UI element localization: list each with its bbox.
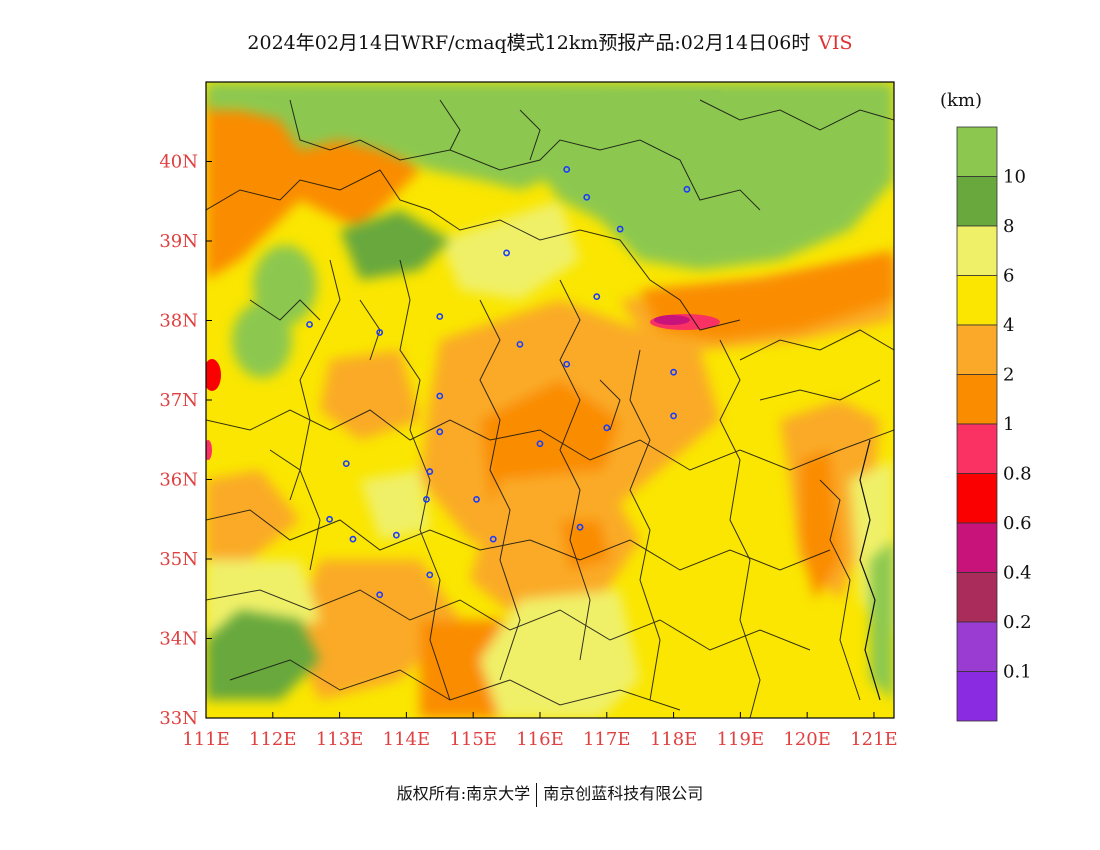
latitude-axis: 33N 34N 35N 36N 37N 38N 39N 40N	[159, 152, 212, 729]
colorbar-label: 6	[1003, 266, 1014, 287]
x-tick-label: 117E	[583, 729, 631, 750]
city-marker	[436, 392, 444, 400]
footer-divider	[536, 782, 538, 807]
colorbar-swatch	[956, 275, 998, 326]
city-marker	[326, 515, 333, 523]
colorbar-label: 0.8	[1003, 464, 1032, 485]
colorbar: 10 8 6 4 2 1 0.8 0.6 0.4 0.2 0.1	[956, 126, 1032, 722]
city-marker	[576, 523, 584, 531]
city-marker	[376, 329, 384, 336]
city-marker	[583, 193, 591, 201]
y-tick-label: 40N	[159, 152, 198, 173]
colorbar-swatch	[956, 423, 998, 474]
city-marker	[306, 321, 313, 328]
colorbar-swatch	[956, 225, 998, 276]
city-marker	[426, 468, 434, 475]
colorbar-swatch	[956, 126, 998, 177]
colorbar-swatch	[956, 176, 998, 227]
x-tick-label: 120E	[783, 729, 831, 750]
city-marker	[503, 249, 510, 257]
colorbar-swatch	[956, 671, 998, 722]
colorbar-swatch	[956, 374, 998, 425]
colorbar-label: 0.2	[1003, 612, 1032, 633]
x-tick-label: 111E	[182, 729, 230, 750]
colorbar-label: 0.1	[1003, 662, 1032, 683]
y-tick-label: 35N	[159, 549, 198, 570]
city-marker	[683, 185, 691, 193]
city-markers	[306, 166, 691, 599]
city-marker	[436, 428, 444, 436]
y-tick-label: 34N	[159, 629, 198, 650]
city-marker	[376, 591, 384, 599]
city-marker	[392, 531, 400, 539]
city-marker	[536, 440, 544, 448]
visibility-field	[206, 82, 894, 718]
colorbar-label: 2	[1003, 365, 1014, 386]
y-tick-label: 36N	[159, 470, 198, 491]
colorbar-unit: (km)	[940, 90, 983, 111]
city-marker	[436, 313, 444, 320]
x-tick-label: 119E	[717, 729, 765, 750]
colorbar-swatch	[956, 324, 998, 375]
colorbar-swatch	[956, 621, 998, 672]
y-tick-label: 38N	[159, 311, 198, 332]
city-marker	[423, 495, 430, 503]
city-marker	[516, 340, 524, 348]
colorbar-label: 8	[1003, 216, 1014, 237]
city-marker	[342, 460, 350, 467]
longitude-axis: 111E 112E 113E 114E 115E 116E 117E 118E 119E 120E…	[182, 712, 898, 750]
company-text: 南京创蓝科技有限公司	[543, 784, 704, 803]
city-marker	[563, 360, 571, 368]
x-tick-label: 114E	[383, 729, 431, 750]
colorbar-swatch	[956, 473, 998, 524]
footer: 版权所有:南京大学 南京创蓝科技有限公司	[0, 780, 1100, 807]
colorbar-label: 1	[1003, 414, 1014, 435]
colorbar-label: 10	[1003, 167, 1026, 188]
colorbar-label: 0.6	[1003, 513, 1032, 534]
colorbar-swatch	[956, 572, 998, 623]
city-marker	[473, 495, 480, 503]
x-tick-label: 115E	[449, 729, 497, 750]
city-marker	[349, 535, 357, 543]
y-tick-label: 39N	[159, 231, 198, 252]
city-marker	[670, 368, 677, 376]
city-marker	[603, 424, 611, 432]
x-tick-label: 116E	[516, 729, 564, 750]
x-tick-label: 118E	[650, 729, 698, 750]
variable-label: VIS	[818, 32, 853, 54]
x-tick-label: 112E	[249, 729, 297, 750]
title-text: 2024年02月14日WRF/cmaq模式12km预报产品:02月14日06时	[247, 32, 811, 54]
colorbar-label: 0.4	[1003, 563, 1032, 584]
x-tick-label: 113E	[316, 729, 364, 750]
x-tick-label: 121E	[850, 729, 898, 750]
city-marker	[426, 571, 434, 579]
map-title: 2024年02月14日WRF/cmaq模式12km预报产品:02月14日06时 V…	[0, 28, 1100, 55]
city-marker	[593, 293, 601, 301]
city-marker	[616, 225, 624, 233]
colorbar-label: 4	[1003, 315, 1014, 336]
colorbar-swatch	[956, 522, 998, 573]
city-marker	[670, 412, 677, 420]
y-tick-label: 33N	[159, 708, 198, 729]
city-marker	[489, 535, 497, 543]
city-marker	[563, 166, 571, 173]
y-tick-label: 37N	[159, 390, 198, 411]
copyright-text: 版权所有:南京大学	[396, 784, 531, 803]
